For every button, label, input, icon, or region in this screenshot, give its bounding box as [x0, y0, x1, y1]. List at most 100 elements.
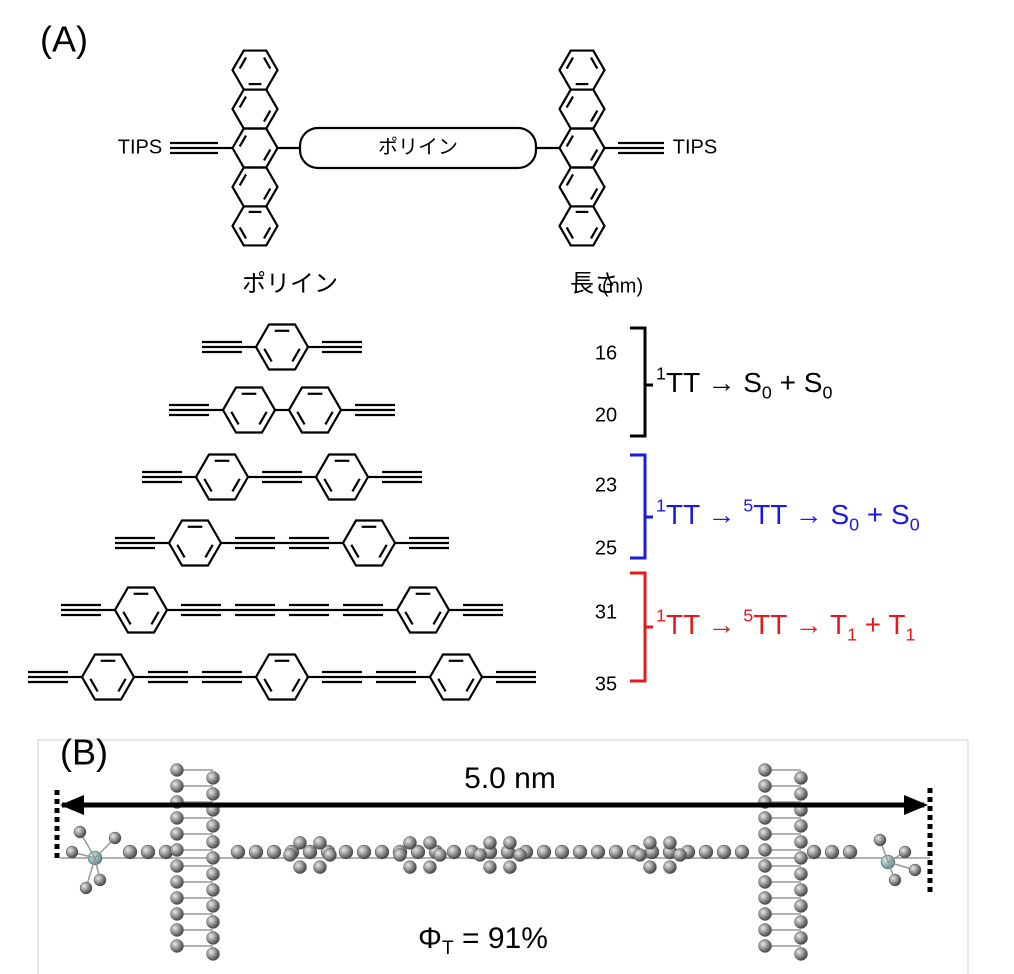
double-bond — [405, 612, 412, 625]
pathway-label: 1TT → 5TT → S0 + S0 — [656, 495, 920, 534]
text-segment: 1 — [656, 605, 666, 625]
double-bond — [240, 97, 246, 108]
benzene-ring — [233, 129, 278, 168]
atom — [207, 836, 220, 849]
arrow-head — [904, 795, 928, 815]
atom — [644, 836, 657, 849]
double-bond — [205, 545, 212, 558]
text-segment: 0 — [849, 514, 859, 534]
atom — [484, 836, 497, 849]
atom — [375, 845, 389, 859]
atom — [314, 836, 327, 849]
double-bond — [240, 136, 246, 147]
atom — [795, 772, 808, 785]
atom — [207, 820, 220, 833]
text-segment: 0 — [910, 514, 920, 534]
text-segment: TT → S — [753, 499, 849, 530]
atom — [424, 861, 437, 874]
text-segment: TT → S — [666, 367, 762, 398]
atom — [294, 836, 307, 849]
double-bond — [591, 58, 597, 69]
atom — [795, 868, 808, 881]
double-bond — [259, 412, 266, 425]
arrow-head — [60, 795, 84, 815]
double-bond — [204, 479, 211, 492]
atom — [664, 861, 677, 874]
bracket — [630, 573, 653, 681]
double-bond — [118, 679, 125, 692]
atom — [207, 852, 220, 865]
bracket — [630, 455, 653, 558]
double-bond — [264, 111, 270, 122]
atom — [591, 845, 605, 859]
atom — [889, 874, 901, 886]
distance-label: 5.0 nm — [464, 762, 556, 795]
double-bond — [264, 679, 271, 692]
atom — [249, 845, 263, 859]
atom — [759, 892, 772, 905]
atom — [357, 845, 371, 859]
atom — [573, 845, 587, 859]
atom — [899, 846, 911, 858]
text-segment: 1 — [847, 624, 857, 644]
column-header-unit: (nm) — [602, 275, 643, 297]
benzene-ring — [560, 129, 605, 168]
atom — [795, 932, 808, 945]
atom — [324, 849, 337, 862]
double-bond — [351, 545, 358, 558]
double-bond — [325, 412, 332, 425]
double-bond — [567, 97, 573, 108]
text-segment: + S — [772, 367, 823, 398]
text-segment: 0 — [822, 382, 832, 402]
atom — [795, 916, 808, 929]
atom — [634, 849, 647, 862]
atom — [474, 849, 487, 862]
atom — [141, 845, 155, 859]
substituent: TIPS — [673, 136, 717, 158]
atom — [537, 845, 551, 859]
atom — [171, 876, 184, 889]
atom — [171, 908, 184, 921]
length-value: 20 — [595, 404, 617, 426]
atom — [294, 861, 307, 874]
atom — [171, 764, 184, 777]
atom — [207, 884, 220, 897]
double-bond — [123, 612, 130, 625]
atom — [434, 849, 447, 862]
double-bond — [264, 227, 270, 238]
column-header: ポリイン — [242, 270, 338, 297]
atom — [504, 861, 517, 874]
benzene-ring — [560, 167, 605, 206]
atom — [699, 845, 713, 859]
atom — [843, 845, 857, 859]
length-value: 35 — [595, 673, 617, 695]
text-segment: TT → T — [753, 609, 847, 640]
yield-label: ΦT = 91% — [418, 922, 548, 959]
page: (A) TIPS TIPS ポリイン ポリイン 長さ (nm) (B) 5.0 … — [0, 0, 1014, 974]
atom — [874, 834, 886, 846]
atom — [795, 836, 808, 849]
atom — [339, 845, 353, 859]
double-bond — [297, 412, 304, 425]
text-segment: 1 — [906, 624, 916, 644]
atom — [759, 860, 772, 873]
atom — [171, 860, 184, 873]
text-segment: 5 — [743, 495, 753, 515]
atom — [447, 845, 461, 859]
double-bond — [567, 174, 573, 185]
double-bond — [264, 349, 271, 362]
benzene-ring — [233, 167, 278, 206]
double-bond — [264, 58, 270, 69]
panel-label: (A) — [40, 19, 88, 60]
double-bond — [292, 679, 299, 692]
atom — [109, 832, 121, 844]
atom — [795, 948, 808, 961]
atom — [759, 780, 772, 793]
atom — [394, 849, 407, 862]
atom — [404, 861, 417, 874]
atom — [284, 849, 297, 862]
atom — [514, 849, 527, 862]
atom — [795, 788, 808, 801]
length-value: 16 — [595, 342, 617, 364]
atom — [759, 940, 772, 953]
